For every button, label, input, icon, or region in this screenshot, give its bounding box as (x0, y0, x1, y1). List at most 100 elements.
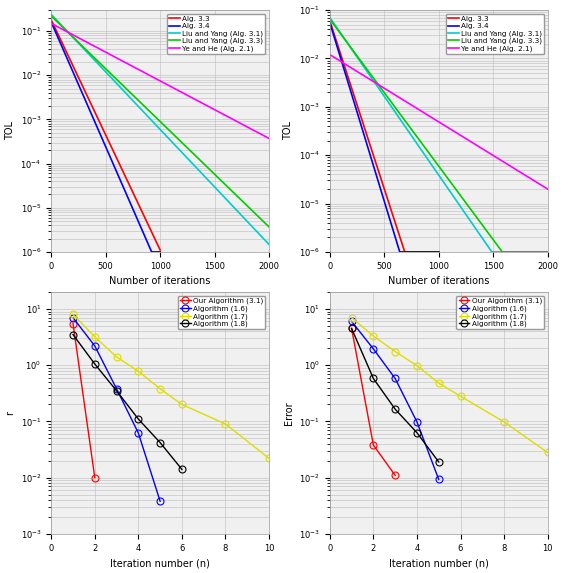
Algorithm (1.7) (157, 386, 163, 393)
Alg. 3.3 (379, 179, 386, 186)
Y-axis label: Error: Error (284, 401, 293, 425)
X-axis label: Number of iterations: Number of iterations (109, 276, 211, 286)
Alg. 3.4 (100, 137, 106, 144)
Liu and Yang (Alg. 3.3) (166, 127, 172, 134)
Algorithm (1.7) (135, 368, 142, 375)
Alg. 3.4 (113, 167, 119, 174)
Line: Algorithm (1.7): Algorithm (1.7) (348, 314, 551, 456)
Alg. 3.4 (416, 249, 423, 256)
Ye and He (Alg. 2.1) (327, 51, 333, 58)
Algorithm (1.7) (266, 455, 272, 462)
Liu and Yang (Alg. 3.3) (261, 218, 267, 225)
Alg. 3.4 (48, 19, 55, 26)
Algorithm (1.7) (501, 418, 507, 425)
Algorithm (1.6) (70, 314, 77, 321)
Liu and Yang (Alg. 3.3) (327, 16, 333, 23)
Line: Algorithm (1.6): Algorithm (1.6) (69, 314, 164, 505)
Algorithm (1.6) (392, 375, 399, 382)
Ye and He (Alg. 2.1) (444, 124, 451, 131)
Algorithm (1.8) (113, 387, 120, 394)
Algorithm (1.8) (91, 360, 98, 367)
Algorithm (1.7) (70, 311, 77, 318)
X-axis label: Number of iterations: Number of iterations (388, 276, 489, 286)
Algorithm (1.6) (157, 498, 163, 505)
Our Algorithm (3.1) (91, 474, 98, 481)
Liu and Yang (Alg. 3.1) (153, 121, 159, 128)
Alg. 3.3 (48, 17, 55, 23)
Liu and Yang (Alg. 3.3) (177, 138, 184, 145)
Line: Liu and Yang (Alg. 3.1): Liu and Yang (Alg. 3.1) (51, 14, 269, 245)
Algorithm (1.8) (135, 415, 142, 422)
Algorithm (1.8) (348, 325, 355, 332)
Liu and Yang (Alg. 3.3) (430, 155, 437, 162)
Liu and Yang (Alg. 3.3) (48, 13, 55, 19)
Line: Algorithm (1.8): Algorithm (1.8) (69, 331, 185, 473)
Algorithm (1.7) (370, 332, 377, 339)
Line: Algorithm (1.6): Algorithm (1.6) (348, 318, 442, 483)
Alg. 3.3 (435, 249, 442, 256)
Alg. 3.3 (157, 246, 163, 253)
Alg. 3.4 (391, 232, 398, 239)
Liu and Yang (Alg. 3.3) (444, 175, 451, 182)
Ye and He (Alg. 2.1) (177, 88, 184, 95)
Liu and Yang (Alg. 3.1) (226, 199, 233, 206)
Liu and Yang (Alg. 3.1) (151, 120, 158, 127)
Liu and Yang (Alg. 3.3) (544, 249, 551, 256)
Liu and Yang (Alg. 3.3) (266, 223, 272, 230)
Liu and Yang (Alg. 3.1) (327, 14, 333, 21)
Algorithm (1.8) (157, 439, 163, 446)
Alg. 3.4 (379, 191, 386, 198)
Alg. 3.3 (100, 127, 107, 134)
Liu and Yang (Alg. 3.3) (151, 113, 158, 120)
Liu and Yang (Alg. 3.1) (431, 166, 438, 172)
Ye and He (Alg. 2.1) (505, 162, 512, 168)
Ye and He (Alg. 2.1) (431, 116, 438, 123)
Our Algorithm (3.1) (370, 442, 377, 449)
Algorithm (1.7) (178, 401, 185, 408)
Liu and Yang (Alg. 3.1) (261, 236, 267, 242)
Algorithm (1.8) (414, 429, 421, 436)
Ye and He (Alg. 2.1) (539, 182, 546, 189)
Algorithm (1.7) (414, 362, 421, 369)
Liu and Yang (Alg. 3.1) (177, 148, 184, 155)
Alg. 3.4 (378, 189, 385, 196)
Algorithm (1.6) (135, 430, 142, 437)
Liu and Yang (Alg. 3.1) (456, 202, 463, 209)
Liu and Yang (Alg. 3.1) (430, 164, 437, 171)
Line: Algorithm (1.7): Algorithm (1.7) (69, 311, 272, 462)
Liu and Yang (Alg. 3.3) (431, 157, 438, 164)
Algorithm (1.7) (544, 449, 551, 456)
Algorithm (1.7) (222, 421, 229, 427)
Liu and Yang (Alg. 3.1) (539, 249, 546, 256)
Algorithm (1.8) (392, 406, 399, 413)
Algorithm (1.6) (414, 418, 421, 425)
Alg. 3.4 (433, 249, 440, 256)
Alg. 3.3 (154, 241, 161, 248)
Liu and Yang (Alg. 3.1) (506, 249, 512, 256)
Alg. 3.4 (154, 249, 161, 256)
Ye and He (Alg. 2.1) (226, 114, 233, 121)
Line: Ye and He (Alg. 2.1): Ye and He (Alg. 2.1) (51, 23, 269, 139)
Liu and Yang (Alg. 3.1) (544, 249, 551, 256)
Line: Our Algorithm (3.1): Our Algorithm (3.1) (69, 320, 99, 481)
Line: Our Algorithm (3.1): Our Algorithm (3.1) (348, 325, 399, 479)
Legend: Alg. 3.3, Alg. 3.4, Liu and Yang (Alg. 3.1), Liu and Yang (Alg. 3.3), Ye and He : Alg. 3.3, Alg. 3.4, Liu and Yang (Alg. 3… (446, 14, 544, 54)
Algorithm (1.7) (392, 348, 399, 355)
Ye and He (Alg. 2.1) (166, 82, 172, 89)
Algorithm (1.8) (370, 375, 377, 382)
Our Algorithm (3.1) (70, 320, 77, 327)
Our Algorithm (3.1) (392, 472, 399, 479)
Liu and Yang (Alg. 3.3) (456, 191, 463, 198)
Alg. 3.4 (107, 154, 114, 160)
Alg. 3.4 (327, 19, 333, 26)
Liu and Yang (Alg. 3.3) (226, 186, 233, 193)
Line: Liu and Yang (Alg. 3.3): Liu and Yang (Alg. 3.3) (51, 16, 269, 227)
Algorithm (1.7) (348, 314, 355, 321)
Line: Alg. 3.4: Alg. 3.4 (330, 23, 439, 252)
Y-axis label: TOL: TOL (5, 121, 15, 140)
Algorithm (1.6) (113, 386, 120, 393)
Y-axis label: r: r (5, 411, 15, 415)
Liu and Yang (Alg. 3.3) (539, 249, 546, 256)
Alg. 3.3 (433, 249, 440, 256)
Algorithm (1.8) (178, 466, 185, 473)
